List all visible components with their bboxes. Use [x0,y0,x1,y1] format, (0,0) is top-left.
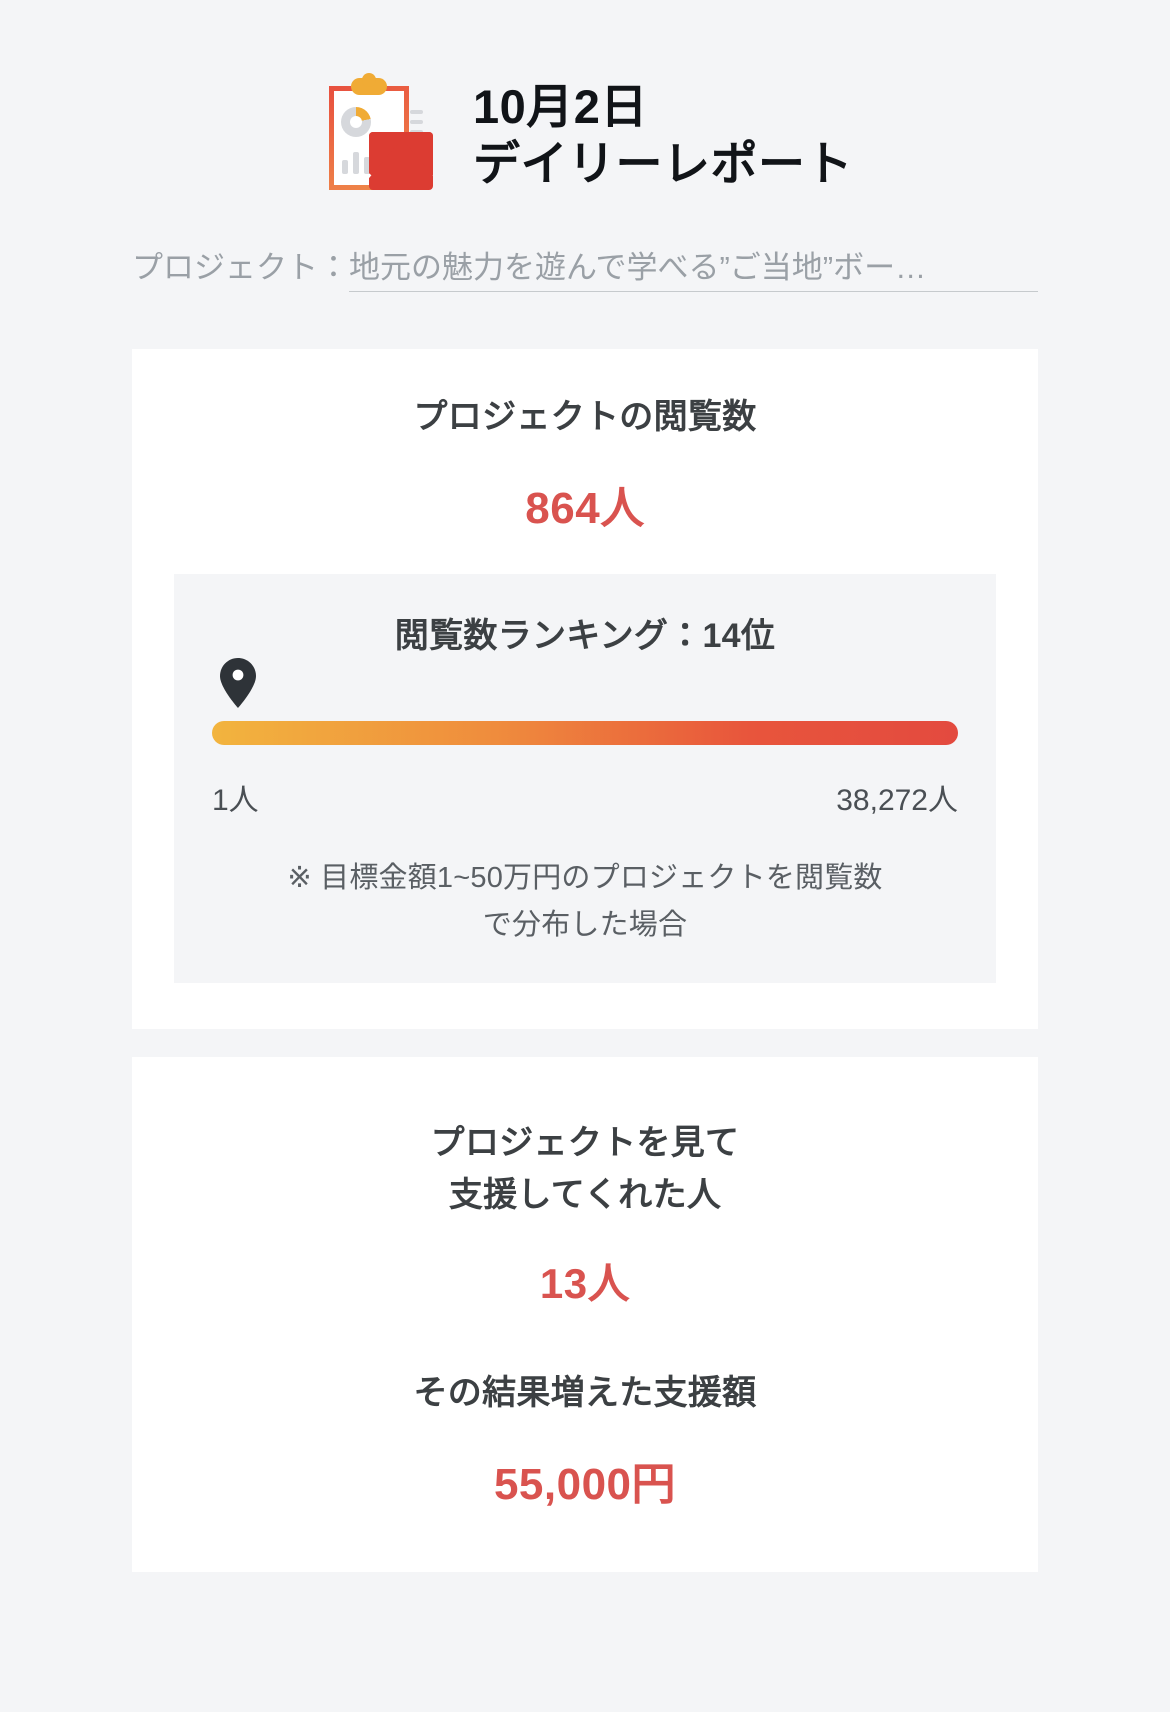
header-title-group: 10月2日 デイリーレポート [473,78,853,193]
ranking-scale-max: 38,272人 [836,783,958,817]
donut-chart-icon [341,107,371,137]
clipboard-clip-knob-icon [362,73,376,87]
ranking-scale-min: 1人 [212,783,259,817]
ranking-gradient-bar [212,720,958,745]
ranking-note-line-2: で分布した場合 [482,908,688,941]
views-value: 864人 [525,483,645,533]
report-clipboard-envelope-icon [317,73,437,196]
text-line-icon [410,120,423,124]
project-label: プロジェクト： [132,250,349,285]
supporters-value: 13人 [539,1260,631,1307]
amount-value: 55,000円 [493,1459,677,1509]
supporters-title-line-2: 支援してくれた人 [448,1176,722,1215]
text-line-icon [410,110,423,114]
ranking-title: 閲覧数ランキング：14位 [394,616,776,655]
amount-title: その結果増えた支援額 [413,1374,757,1412]
report-date: 10月2日 [473,79,648,133]
ranking-box: 閲覧数ランキング：14位 1人 38,272人 ※ 目標金額1~50万円のプロジ… [174,573,996,983]
ranking-note: ※ 目標金額1~50万円のプロジェクトを閲覧数 で分布した場合 [212,855,958,949]
page-title: デイリーレポート [473,137,853,190]
ranking-bar-wrapper [212,657,958,745]
project-subtitle: プロジェクト： 地元の魅力を遊んで学べる”ご当地”ボー… [0,242,1170,292]
map-pin-icon [220,657,256,708]
supporters-card: プロジェクトを見て 支援してくれた人 13人 その結果増えた支援額 55,000… [132,1056,1038,1572]
bar-chart-icon [364,157,370,174]
views-title: プロジェクトの閲覧数 [413,398,757,436]
supporters-title-line-1: プロジェクトを見て [430,1123,740,1162]
envelope-icon [369,132,433,190]
bar-chart-icon [353,152,359,174]
ranking-scale: 1人 38,272人 [212,775,958,819]
bar-chart-icon [342,160,348,174]
project-name-link[interactable]: 地元の魅力を遊んで学べる”ご当地”ボー… [349,242,1038,292]
ranking-note-line-1: ※ 目標金額1~50万円のプロジェクトを閲覧数 [287,861,883,894]
report-header: 10月2日 デイリーレポート [0,0,1170,196]
views-card: プロジェクトの閲覧数 864人 閲覧数ランキング：14位 1人 38,272人 … [132,349,1038,1029]
